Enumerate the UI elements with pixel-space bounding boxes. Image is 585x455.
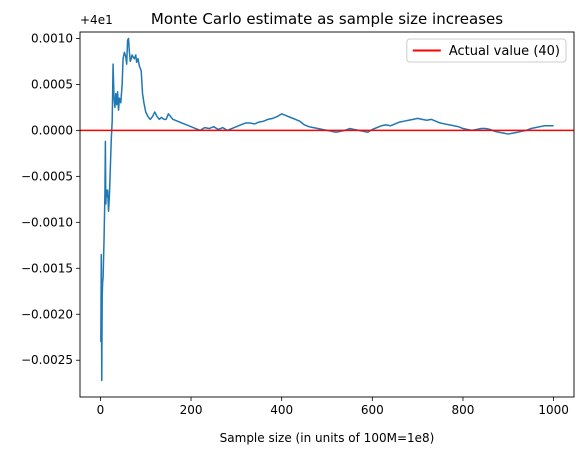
y-tick-label: −0.0005	[21, 169, 73, 183]
y-tick-label: −0.0025	[21, 353, 73, 367]
estimate-series-line	[100, 37, 554, 382]
x-tick-label: 200	[180, 403, 203, 417]
axes-frame	[79, 31, 575, 398]
y-axis-ticks: 0.0010 0.0005 0.0000 −0.0005 −0.0010 −0.0015 −…	[21, 31, 80, 367]
y-tick-label: −0.0010	[21, 215, 73, 229]
x-axis-ticks: 0 200 400 600 800 1000	[97, 397, 569, 417]
x-tick-label: 1000	[538, 403, 569, 417]
y-tick-label: −0.0015	[21, 261, 73, 275]
y-tick-label: 0.0000	[31, 123, 73, 137]
legend-box	[406, 38, 567, 63]
x-tick-label: 0	[97, 403, 105, 417]
legend-label-actual-value: Actual value (40)	[449, 44, 560, 59]
legend: Actual value (40)	[406, 38, 567, 63]
x-tick-label: 600	[361, 403, 384, 417]
y-tick-label: 0.0010	[31, 31, 73, 45]
x-tick-label: 400	[270, 403, 293, 417]
y-tick-label: −0.0020	[21, 307, 73, 321]
plot-area	[80, 37, 574, 382]
x-axis-label: Sample size (in units of 100M=1e8)	[220, 431, 435, 445]
y-tick-label: 0.0005	[31, 77, 73, 91]
x-tick-label: 800	[452, 403, 475, 417]
chart-title: Monte Carlo estimate as sample size incr…	[151, 10, 503, 28]
y-offset-label: +4e1	[80, 13, 113, 27]
